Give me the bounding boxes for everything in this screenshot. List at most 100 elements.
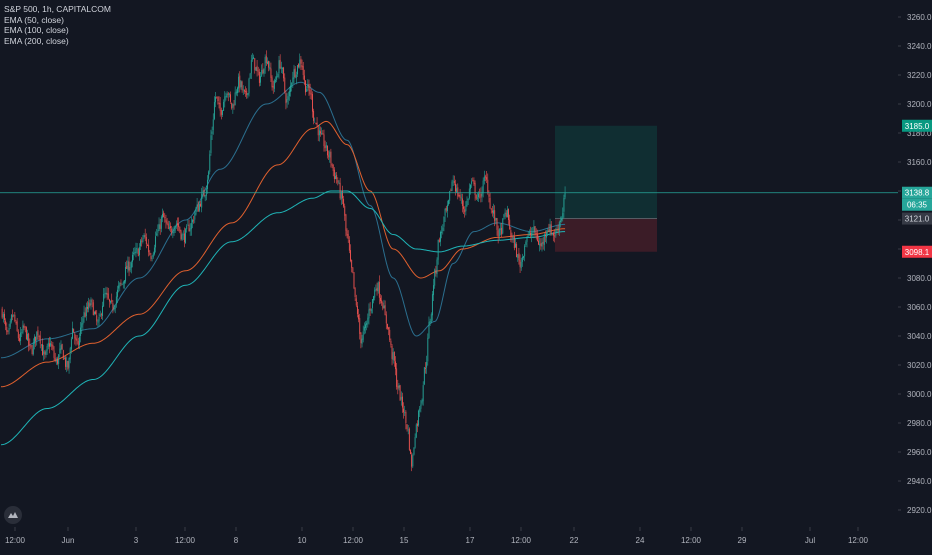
candle [272, 80, 274, 94]
candle [13, 314, 15, 318]
candle [165, 214, 167, 229]
candle [98, 313, 100, 327]
candle-body [545, 234, 546, 237]
ema-200-line [0, 190, 566, 446]
candle-body [170, 226, 172, 229]
ema-100-line [0, 120, 566, 388]
candle [207, 175, 208, 194]
indicator-ema-100[interactable]: EMA (100, close) [4, 25, 69, 35]
candle [226, 91, 228, 98]
candle-body [398, 385, 400, 388]
candle [107, 287, 109, 300]
candle [374, 287, 376, 301]
candle-body [486, 177, 488, 180]
candle-body [220, 109, 222, 115]
candle [429, 318, 431, 327]
long-position-tool[interactable] [555, 125, 657, 252]
candle-body [352, 267, 354, 273]
candle [305, 80, 306, 96]
candle-body [9, 321, 11, 327]
candle-body [188, 224, 190, 232]
candle [37, 326, 39, 340]
candle-body [425, 367, 426, 369]
candle-body [73, 328, 75, 333]
candle [434, 268, 436, 289]
candle-body [174, 225, 176, 231]
candle-body [249, 73, 251, 79]
candle [96, 310, 98, 326]
candle-body [533, 226, 535, 233]
candle [39, 330, 41, 349]
candle-body [340, 192, 342, 200]
time-tick-label: 24 [636, 536, 645, 545]
candle-body [556, 230, 558, 232]
indicator-ema-200[interactable]: EMA (200, close) [4, 35, 69, 46]
candle-body [85, 306, 87, 317]
candle [519, 254, 521, 274]
candle-body [455, 183, 456, 192]
candle-body [126, 265, 128, 269]
candle-body [201, 193, 203, 208]
bar-countdown-label-box [902, 198, 932, 211]
candle [385, 311, 387, 330]
candle-body [468, 188, 470, 199]
candle [530, 226, 531, 239]
candle-body [62, 350, 64, 360]
candle [303, 69, 305, 86]
candle [468, 183, 470, 200]
candle [346, 228, 348, 239]
time-axis[interactable]: 12:00 Jun 3 12:00 8 10 12:00 15 17 12:00 22 24 12:00… [5, 527, 869, 545]
candle [198, 201, 200, 213]
candle [224, 91, 226, 108]
candle [378, 275, 380, 305]
indicator-ema-50[interactable]: EMA (50, close) [4, 14, 64, 25]
candle-body [88, 302, 90, 310]
candle [363, 322, 365, 335]
candle-body [28, 333, 30, 346]
target-price-label: 3185.0 [902, 119, 932, 132]
candle-body [248, 78, 250, 94]
candle-body [121, 283, 123, 285]
candle-body [430, 314, 432, 323]
candle-body [277, 73, 279, 78]
candle-body [329, 151, 331, 158]
candle-body [336, 174, 338, 179]
candle [156, 228, 158, 237]
candle [188, 219, 190, 232]
candle-body [482, 180, 484, 194]
candle [335, 172, 336, 180]
candle-body [224, 96, 226, 103]
candle [524, 244, 526, 262]
candle [237, 86, 238, 97]
candle [412, 453, 414, 469]
candle-body [449, 190, 451, 201]
candle [436, 257, 438, 278]
candle [404, 405, 406, 416]
candle [25, 326, 27, 340]
candle [311, 91, 313, 118]
candle-body [317, 125, 319, 136]
candle-body [421, 400, 423, 404]
candle-body [461, 198, 463, 207]
candle [63, 356, 65, 360]
candle-body [373, 296, 375, 301]
candle-body [258, 71, 260, 83]
candle-body [306, 89, 308, 92]
candle-body [495, 217, 497, 221]
symbol-title[interactable]: S&P 500, 1h, CAPITALCOM [4, 4, 111, 14]
candle-body [310, 93, 312, 95]
candle-body [99, 314, 101, 317]
candle [14, 311, 16, 323]
price-tick-label: 3040.0 [907, 332, 932, 341]
candle [329, 150, 331, 163]
candle-body [256, 65, 258, 72]
candle [225, 92, 227, 101]
candle-body [140, 240, 142, 247]
candle [268, 60, 270, 72]
candle-body [358, 314, 360, 320]
stop-price-label-text: 3098.1 [905, 248, 930, 257]
candle [531, 227, 533, 243]
tradingview-logo-icon[interactable] [4, 506, 22, 524]
